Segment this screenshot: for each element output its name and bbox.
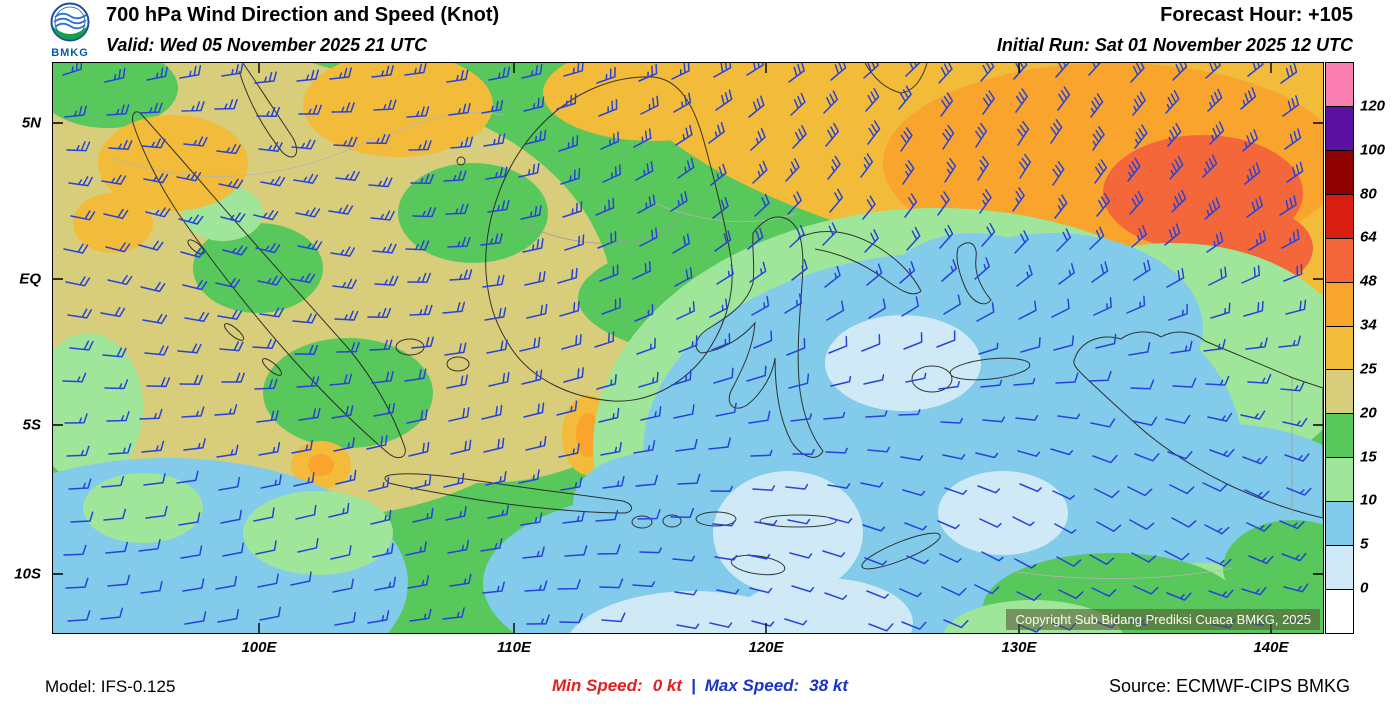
colorbar-tick-label: 10: [1360, 491, 1377, 509]
lat-label: 5N: [21, 114, 41, 132]
colorbar-tick-label: 34: [1360, 316, 1377, 334]
valid-time: Valid: Wed 05 November 2025 21 UTC: [106, 35, 428, 55]
colorbar-tick-label: 80: [1360, 185, 1377, 203]
separator: |: [690, 676, 696, 695]
colorbar-cell: [1326, 63, 1353, 106]
colorbar-tick-label: 120: [1360, 97, 1386, 115]
bmkg-logo-icon: [50, 2, 90, 42]
colorbar-tick-label: 0: [1360, 579, 1369, 597]
page-title: 700 hPa Wind Direction and Speed (Knot): [106, 4, 500, 26]
wind-speed-shading: [53, 63, 1323, 633]
colorbar-cell: [1326, 413, 1353, 458]
wind-map: 5N EQ 5S 10S 100E 110E 120E 130E 140E Copyright…: [14, 62, 1324, 656]
colorbar-cell: [1326, 325, 1353, 370]
min-speed: Min Speed: 0 kt: [552, 676, 682, 695]
lat-label: 10S: [14, 565, 41, 583]
colorbar-cell: [1326, 149, 1353, 194]
colorbar-cell: [1326, 501, 1353, 546]
lat-axis: 5N EQ 5S 10S: [3, 63, 47, 633]
colorbar-cell: [1326, 457, 1353, 502]
copyright-overlay: Copyright Sub Bidang Prediksi Cuaca BMKG…: [1006, 609, 1320, 630]
lon-axis: 100E 110E 120E 130E 140E: [53, 639, 1323, 661]
lon-label: 140E: [1253, 639, 1289, 656]
colorbar-labels: 120 100 80 64 48 34 25 20 15 10 5 0: [1360, 62, 1400, 632]
bmkg-logo-label: BMKG: [51, 47, 89, 59]
initial-run: Initial Run: Sat 01 November 2025 12 UTC: [996, 35, 1353, 55]
colorbar-cell: [1326, 369, 1353, 414]
lat-label: EQ: [19, 270, 41, 288]
source-label: Source: ECMWF-CIPS BMKG: [1108, 676, 1350, 696]
lon-label: 100E: [241, 639, 277, 656]
min-max-speed: Min Speed: 0 kt | Max Speed: 38 kt: [552, 676, 848, 696]
colorbar-cell: [1326, 105, 1353, 150]
colorbar-tick-label: 15: [1360, 448, 1377, 466]
colorbar: [1325, 62, 1354, 634]
lat-label: 5S: [22, 416, 41, 434]
model-label: Model: IFS-0.125: [45, 677, 176, 696]
colorbar-tick-label: 20: [1360, 404, 1377, 422]
colorbar-cell: [1326, 281, 1353, 326]
coastlines: [132, 63, 1323, 576]
colorbar-cell: [1326, 589, 1353, 633]
max-speed: Max Speed: 38 kt: [704, 676, 848, 695]
lon-label: 110E: [497, 639, 531, 656]
country-borders: [520, 204, 1293, 515]
colorbar-tick-label: 48: [1360, 272, 1377, 290]
colorbar-tick-label: 5: [1360, 535, 1369, 553]
colorbar-tick-label: 64: [1360, 228, 1377, 246]
bmkg-logo: BMKG: [44, 2, 96, 59]
colorbar-tick-label: 25: [1360, 360, 1377, 378]
wind-barbs: [62, 63, 1312, 633]
colorbar-cell: [1326, 545, 1353, 590]
colorbar-tick-label: 100: [1360, 141, 1386, 159]
colorbar-cell: [1326, 193, 1353, 238]
lon-label: 120E: [748, 639, 784, 656]
forecast-hour: Forecast Hour: +105: [1160, 4, 1353, 26]
colorbar-cell: [1326, 237, 1353, 282]
lon-label: 130E: [1001, 639, 1037, 656]
